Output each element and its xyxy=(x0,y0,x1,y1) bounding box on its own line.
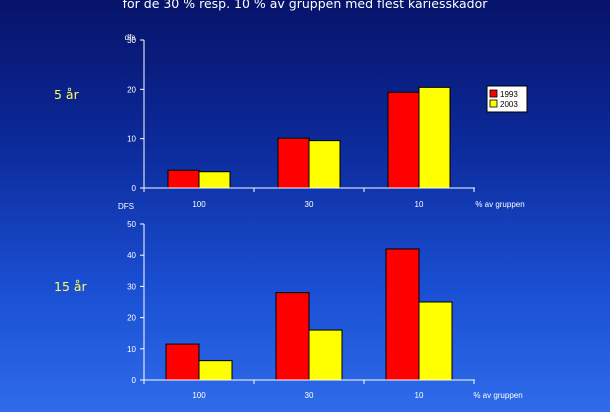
y-tick-label: 50 xyxy=(127,220,136,229)
bar-2003-30 xyxy=(308,329,343,381)
legend-label-2003: 2003 xyxy=(500,100,518,109)
x-tick-label-10: 10 xyxy=(415,391,424,400)
bar-2003-100 xyxy=(198,171,231,189)
bar-1993-100 xyxy=(165,343,200,381)
x-tick-label-30: 30 xyxy=(305,200,314,209)
bar-1993-30 xyxy=(275,292,310,381)
slide-title: för de 30 % resp. 10 % av gruppen med fl… xyxy=(122,0,488,11)
bar-2003-10 xyxy=(418,301,453,381)
x-tick-label-10: 10 xyxy=(415,200,424,209)
age-label-5: 5 år xyxy=(54,87,79,102)
bar-2003-100 xyxy=(198,360,233,381)
bar-2003-10 xyxy=(418,86,451,189)
y-tick-label: 10 xyxy=(127,345,136,354)
age-label-15: 15 år xyxy=(54,279,87,294)
y-tick-label: 30 xyxy=(127,282,136,291)
y-axis-title: DFS xyxy=(118,202,134,211)
x-tick-label-30: 30 xyxy=(305,391,314,400)
y-tick-label: 0 xyxy=(132,184,137,193)
bar-2003-30 xyxy=(308,140,341,189)
y-tick-label: 20 xyxy=(127,85,136,94)
legend-swatch-1993 xyxy=(489,89,498,98)
x-tick-label-100: 100 xyxy=(192,200,206,209)
legend-label-1993: 1993 xyxy=(500,90,518,99)
y-tick-label: 20 xyxy=(127,314,136,323)
x-tick-label-100: 100 xyxy=(192,391,206,400)
y-tick-label: 40 xyxy=(127,251,136,260)
y-tick-label: 30 xyxy=(127,36,136,45)
bar-1993-10 xyxy=(387,91,420,189)
y-tick-label: 10 xyxy=(127,135,136,144)
legend-box xyxy=(486,85,528,113)
bar-1993-100 xyxy=(167,169,200,189)
x-axis-title: % av gruppen xyxy=(475,200,524,209)
bar-1993-10 xyxy=(385,248,420,381)
y-axis-title: dfs xyxy=(125,33,136,42)
x-axis-title: % av gruppen xyxy=(473,391,522,400)
legend-swatch-2003 xyxy=(489,99,498,108)
bar-1993-30 xyxy=(277,137,310,189)
y-tick-label: 0 xyxy=(132,376,137,385)
